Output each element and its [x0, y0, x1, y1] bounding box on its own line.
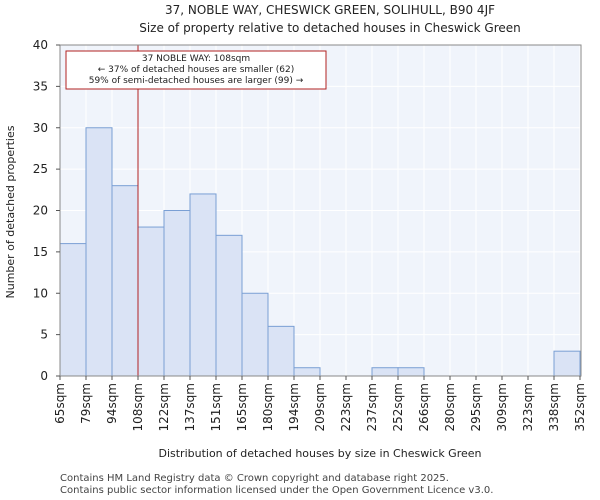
annotation-line-1: 37 NOBLE WAY: 108sqm	[142, 54, 250, 64]
bar-108sqm	[137, 226, 165, 377]
x-tick-label-266sqm: 266sqm	[417, 383, 431, 431]
x-tick-label-352sqm: 352sqm	[573, 383, 587, 431]
bars-group	[59, 127, 581, 377]
x-tick-label-65sqm: 65sqm	[53, 383, 67, 424]
bar-338sqm	[553, 350, 581, 377]
y-axis: 0 5 10 15 20 25 30 35 40	[33, 38, 60, 383]
x-tick-label-280sqm: 280sqm	[443, 383, 457, 431]
x-tick-label-295sqm: 295sqm	[469, 383, 483, 431]
annotation-box: 37 NOBLE WAY: 108sqm ← 37% of detached h…	[65, 50, 327, 90]
y-tick-label-30: 30	[33, 121, 48, 135]
bar-122sqm	[163, 210, 191, 377]
bar-94sqm	[111, 185, 139, 377]
x-tick-label-223sqm: 223sqm	[339, 383, 353, 431]
y-tick-label-5: 5	[40, 328, 48, 342]
footer-licence: Contains public sector information licen…	[60, 485, 494, 496]
x-tick-label-338sqm: 338sqm	[547, 383, 561, 431]
x-tick-label-209sqm: 209sqm	[313, 383, 327, 431]
bar-237sqm	[371, 367, 399, 377]
bar-65sqm	[59, 243, 87, 377]
x-tick-label-237sqm: 237sqm	[365, 383, 379, 431]
y-axis-label: Number of detached properties	[4, 125, 17, 298]
annotation-line-2: ← 37% of detached houses are smaller (62…	[98, 65, 295, 75]
x-tick-label-137sqm: 137sqm	[183, 383, 197, 431]
annotation-line-3: 59% of semi-detached houses are larger (…	[89, 76, 304, 86]
chart-subtitle: Size of property relative to detached ho…	[139, 21, 521, 35]
bar-79sqm	[85, 127, 113, 377]
y-tick-label-40: 40	[33, 38, 48, 52]
y-tick-label-15: 15	[33, 245, 48, 259]
x-tick-label-79sqm: 79sqm	[79, 383, 93, 424]
x-tick-label-165sqm: 165sqm	[235, 383, 249, 431]
x-axis-label: Distribution of detached houses by size …	[158, 447, 481, 460]
bar-165sqm	[241, 292, 269, 377]
chart-title: 37, NOBLE WAY, CHESWICK GREEN, SOLIHULL,…	[165, 3, 495, 17]
x-tick-label-122sqm: 122sqm	[157, 383, 171, 431]
y-tick-label-20: 20	[33, 204, 48, 218]
x-tick-label-94sqm: 94sqm	[105, 383, 119, 424]
x-tick-label-108sqm: 108sqm	[131, 383, 145, 431]
y-tick-label-25: 25	[33, 162, 48, 176]
bar-180sqm	[267, 325, 295, 377]
y-tick-label-10: 10	[33, 286, 48, 300]
x-axis: 65sqm 79sqm 94sqm 108sqm 122sqm 137sqm 151sqm 1…	[53, 376, 587, 431]
x-tick-label-252sqm: 252sqm	[391, 383, 405, 431]
x-tick-label-323sqm: 323sqm	[521, 383, 535, 431]
bar-194sqm	[293, 367, 321, 377]
y-tick-label-0: 0	[40, 369, 48, 383]
y-tick-label-35: 35	[33, 79, 48, 93]
bar-137sqm	[189, 193, 217, 377]
bar-252sqm	[397, 367, 425, 377]
x-tick-label-180sqm: 180sqm	[261, 383, 275, 431]
bar-151sqm	[215, 234, 243, 377]
x-tick-label-151sqm: 151sqm	[209, 383, 223, 431]
x-tick-label-194sqm: 194sqm	[287, 383, 301, 431]
footer-copyright: Contains HM Land Registry data © Crown c…	[60, 473, 449, 484]
x-tick-label-309sqm: 309sqm	[495, 383, 509, 431]
